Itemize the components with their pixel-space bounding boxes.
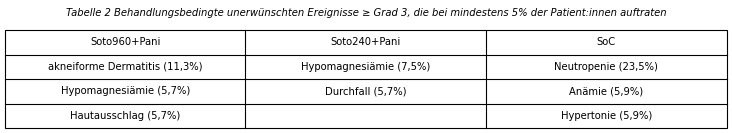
Text: SoC: SoC [597, 37, 616, 47]
Text: akneiforme Dermatitis (11,3%): akneiforme Dermatitis (11,3%) [48, 62, 203, 72]
Text: Hypomagnesiämie (5,7%): Hypomagnesiämie (5,7%) [61, 86, 190, 96]
Text: Anämie (5,9%): Anämie (5,9%) [569, 86, 643, 96]
Text: Soto240+Pani: Soto240+Pani [331, 37, 400, 47]
Text: Tabelle 2 Behandlungsbedingte unerwünschten Ereignisse ≥ Grad 3, die bei mindest: Tabelle 2 Behandlungsbedingte unerwünsch… [66, 8, 666, 18]
Text: Hautausschlag (5,7%): Hautausschlag (5,7%) [70, 111, 180, 121]
Text: Neutropenie (23,5%): Neutropenie (23,5%) [554, 62, 658, 72]
Text: Hypertonie (5,9%): Hypertonie (5,9%) [561, 111, 652, 121]
Text: Hypomagnesiämie (7,5%): Hypomagnesiämie (7,5%) [301, 62, 430, 72]
Text: Durchfall (5,7%): Durchfall (5,7%) [325, 86, 406, 96]
Bar [5, 30, 727, 128]
Text: Soto960+Pani: Soto960+Pani [90, 37, 160, 47]
